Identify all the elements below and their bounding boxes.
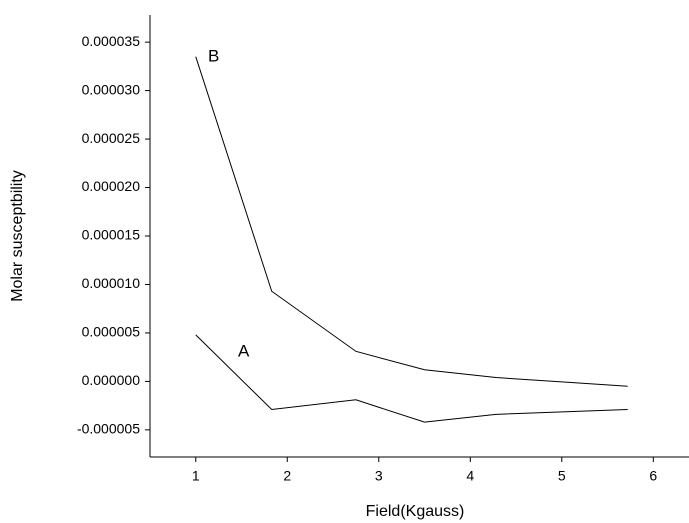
y-tick-label: -0.000005 bbox=[77, 421, 140, 437]
y-tick-label: 0.000000 bbox=[82, 372, 141, 388]
x-axis-label: Field(Kgauss) bbox=[366, 503, 465, 520]
series-label: B bbox=[208, 46, 219, 65]
x-tick-label: 2 bbox=[283, 468, 291, 484]
series-line bbox=[195, 334, 628, 423]
x-tick-label: 3 bbox=[375, 468, 383, 484]
y-tick-label: 0.000030 bbox=[82, 81, 141, 97]
y-tick-label: 0.000005 bbox=[82, 324, 141, 340]
series-label: A bbox=[238, 341, 250, 360]
x-tick-label: 4 bbox=[466, 468, 474, 484]
y-tick-label: 0.000025 bbox=[82, 130, 141, 146]
y-axis-label: Molar susceptbility bbox=[9, 170, 26, 302]
x-tick-label: 1 bbox=[192, 468, 200, 484]
y-tick-label: 0.000035 bbox=[82, 33, 141, 49]
y-tick-label: 0.000020 bbox=[82, 178, 141, 194]
series-line bbox=[195, 56, 628, 387]
x-tick-label: 5 bbox=[558, 468, 566, 484]
y-tick-label: 0.000010 bbox=[82, 275, 141, 291]
x-tick-label: 6 bbox=[649, 468, 657, 484]
y-tick-label: 0.000015 bbox=[82, 227, 141, 243]
